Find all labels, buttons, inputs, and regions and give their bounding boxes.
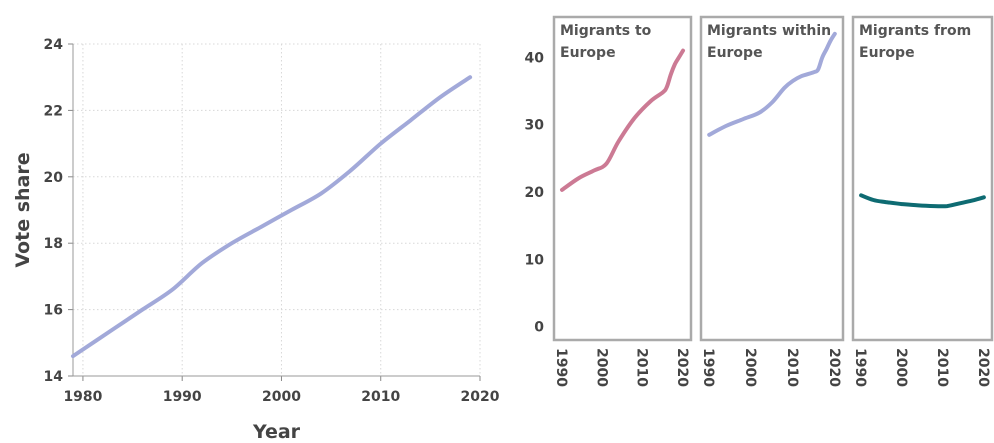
facet-x-tick-label: 1990 (852, 348, 868, 387)
facet-x-tick-label: 2000 (742, 348, 758, 387)
facet-series-line (859, 193, 986, 209)
migrants-facet-chart: 0 10 20 30 40 Migrants to Europe 1990 2000 2010 20… (525, 15, 994, 387)
x-tick-label: 1980 (63, 389, 102, 405)
facet-y-tick-label: 0 (534, 320, 544, 336)
x-tick-label: 1990 (163, 389, 202, 405)
facet-x-tick-label: 2010 (784, 348, 800, 387)
facet-panel-title: Europe (707, 45, 763, 61)
facet-panel-title: Migrants to (560, 23, 652, 39)
facet-x-tick-label: 1990 (700, 348, 716, 387)
facet-panel-frame (699, 15, 845, 342)
facet-x-tick-label: 2020 (826, 348, 842, 387)
facet-y-tick-label: 30 (525, 118, 545, 134)
y-tick-label: 22 (44, 103, 63, 119)
facet-y-tick-label: 10 (525, 252, 545, 268)
x-tick-label: 2000 (262, 389, 301, 405)
facet-y-tick-label: 20 (525, 185, 545, 201)
y-axis-title: Vote share (12, 152, 34, 267)
facet-x-tick-label: 1990 (553, 348, 569, 387)
facet-x-tick-label: 2010 (934, 348, 950, 387)
x-tick-label: 2010 (361, 389, 400, 405)
facet-x-tick-label: 2000 (593, 348, 609, 387)
x-tick-label: 2020 (461, 389, 500, 405)
facet-x-tick-label: 2020 (975, 348, 991, 387)
x-axis-title: Year (252, 421, 301, 439)
facet-y-tick-label: 40 (525, 50, 545, 66)
y-tick-label: 16 (44, 303, 63, 319)
facet-x-tick-label: 2010 (634, 348, 650, 387)
facet-x-tick-label: 2000 (893, 348, 909, 387)
y-tick-label: 14 (44, 369, 64, 385)
vote-share-chart: 1980 1990 2000 2010 2020 14 16 18 20 22 24 Year Vote… (12, 37, 500, 443)
y-tick-label: 20 (44, 170, 64, 186)
facet-panel-frame (851, 15, 994, 342)
facet-panel-title: Europe (560, 45, 616, 61)
y-tick-label: 24 (44, 37, 64, 53)
facet-x-tick-label: 2020 (674, 348, 690, 387)
facet-panel-title: Europe (859, 45, 915, 61)
y-tick-label: 18 (44, 236, 63, 252)
facet-series-line (707, 31, 837, 137)
facet-panel-title: Migrants from (859, 23, 971, 39)
facet-panel-title: Migrants within (707, 23, 831, 39)
vote-share-line (71, 75, 473, 359)
facet-series-line (560, 48, 685, 192)
facet-panel-frame (552, 15, 693, 342)
